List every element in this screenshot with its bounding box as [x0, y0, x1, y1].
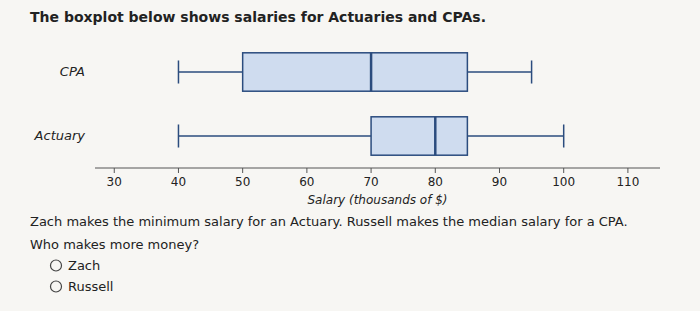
x-tick-label: 70: [363, 175, 378, 189]
category-label: Actuary: [34, 128, 86, 143]
x-tick: [242, 168, 243, 173]
whisker-cap: [563, 124, 565, 147]
x-tick: [178, 168, 179, 173]
x-axis-line: [95, 168, 660, 169]
x-tick: [435, 168, 436, 173]
plot-marks: [178, 53, 563, 155]
box: [371, 117, 467, 155]
x-axis-label: Salary (thousands of $): [307, 193, 447, 207]
radio-button[interactable]: [51, 281, 62, 292]
whisker: [467, 71, 531, 73]
chart: The boxplot below shows salaries for Act…: [0, 0, 700, 311]
whisker-cap: [178, 124, 180, 147]
question: Who makes more money?: [30, 237, 199, 252]
whisker: [467, 135, 563, 137]
median-line: [370, 53, 373, 91]
whisker: [178, 135, 371, 137]
title: The boxplot below shows salaries for Act…: [30, 9, 486, 25]
annotation: Zach makes the minimum salary for an Act…: [30, 214, 628, 229]
x-tick-label: 80: [428, 175, 443, 189]
x-tick: [563, 168, 564, 173]
x-tick-label: 90: [492, 175, 507, 189]
x-tick-label: 40: [171, 175, 186, 189]
category-label: CPA: [60, 64, 85, 79]
x-tick-label: 100: [552, 175, 575, 189]
x-tick-label: 60: [299, 175, 314, 189]
x-tick: [499, 168, 500, 173]
x-tick: [371, 168, 372, 173]
median-line: [434, 117, 437, 155]
radio-button[interactable]: [51, 260, 62, 271]
x-tick: [627, 168, 628, 173]
choice: Russell: [68, 279, 113, 294]
x-tick: [114, 168, 115, 173]
choice: Zach: [68, 258, 100, 273]
whisker: [178, 71, 242, 73]
box: [243, 53, 468, 91]
whisker-cap: [531, 60, 533, 83]
x-tick-label: 50: [235, 175, 250, 189]
x-tick: [306, 168, 307, 173]
x-tick-label: 30: [107, 175, 122, 189]
whisker-cap: [178, 60, 180, 83]
x-tick-label: 110: [616, 175, 639, 189]
